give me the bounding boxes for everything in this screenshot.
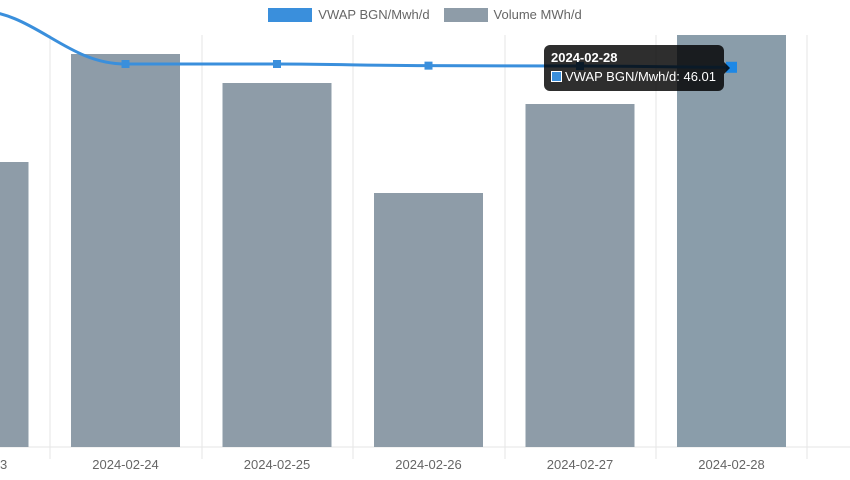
bar-volume-2024-02-23[interactable] <box>0 162 29 447</box>
vwap-point-2024-02-28[interactable] <box>726 61 737 73</box>
x-tick-label: 2024-02-28 <box>698 457 765 472</box>
tooltip: 2024-02-28 VWAP BGN/Mwh/d: 46.01 <box>544 45 724 91</box>
bar-layer <box>0 35 786 447</box>
x-tick-label: 2024-02-26 <box>395 457 462 472</box>
tick-layer: 3 2024-02-24 2024-02-25 2024-02-26 2024-02-2… <box>0 457 765 472</box>
tooltip-caret <box>724 62 730 74</box>
x-tick-label: 2024-02-25 <box>244 457 311 472</box>
legend: VWAP BGN/Mwh/d Volume MWh/d <box>0 7 850 22</box>
vwap-point-2024-02-26[interactable] <box>424 61 433 70</box>
tooltip-swatch <box>551 71 562 82</box>
legend-swatch-volume <box>443 7 488 22</box>
tooltip-label: VWAP BGN/Mwh/d: 46.01 <box>565 69 717 84</box>
legend-swatch-vwap <box>268 7 313 22</box>
bar-volume-2024-02-24[interactable] <box>71 54 180 447</box>
bar-volume-2024-02-26[interactable] <box>374 193 483 447</box>
legend-item-vwap[interactable]: VWAP BGN/Mwh/d <box>268 7 430 22</box>
bar-volume-2024-02-28[interactable] <box>677 35 786 447</box>
vwap-point-2024-02-25[interactable] <box>273 60 281 68</box>
legend-label-vwap: VWAP BGN/Mwh/d <box>318 7 430 22</box>
bar-volume-2024-02-25[interactable] <box>222 83 332 447</box>
legend-item-volume[interactable]: Volume MWh/d <box>443 7 582 22</box>
tooltip-title: 2024-02-28 <box>551 50 618 65</box>
bar-volume-2024-02-27[interactable] <box>525 104 635 447</box>
x-tick-label: 2024-02-24 <box>92 457 159 472</box>
tooltip-row: VWAP BGN/Mwh/d: 46.01 <box>551 69 716 84</box>
legend-label-volume: Volume MWh/d <box>493 7 582 22</box>
x-tick-label: 3 <box>0 457 7 472</box>
x-tick-label: 2024-02-27 <box>547 457 614 472</box>
vwap-point-2024-02-24[interactable] <box>121 60 130 68</box>
